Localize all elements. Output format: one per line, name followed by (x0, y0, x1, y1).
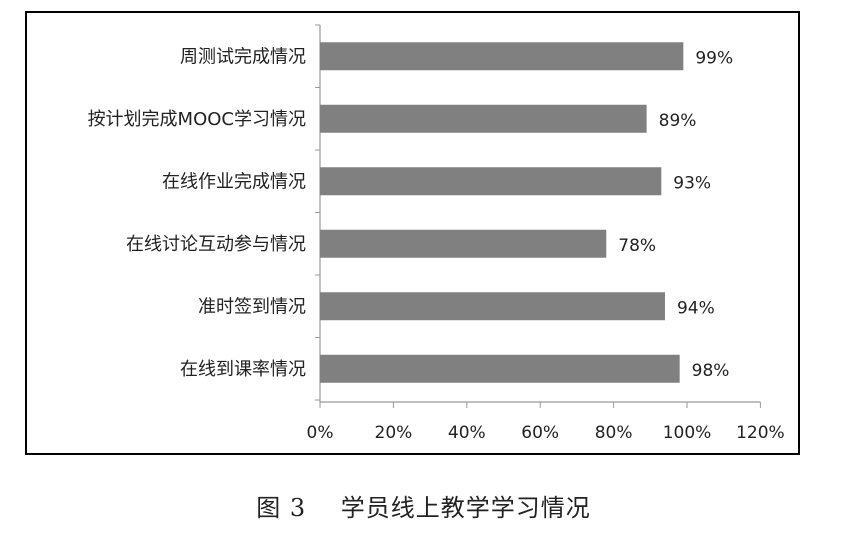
data-label: 94% (677, 298, 715, 318)
category-label: 准时签到情况 (198, 296, 306, 317)
bar-layer (320, 42, 684, 383)
data-label: 78% (618, 236, 656, 256)
bar (320, 354, 680, 383)
bar (320, 292, 665, 321)
x-tick-label: 40% (448, 423, 486, 443)
bar-chart: 0% 20% 40% 60% 80% 100% 120% 周测试完成情况 99% 按计划完成MO… (88, 24, 785, 443)
x-tick-label: 80% (595, 423, 633, 443)
chart-frame: 0% 20% 40% 60% 80% 100% 120% 周测试完成情况 99% 按计划完成MO… (25, 11, 800, 455)
category-label: 在线讨论互动参与情况 (126, 234, 306, 255)
x-tick-label: 120% (736, 423, 785, 443)
caption-gap (306, 494, 341, 522)
x-tick-label: 100% (663, 423, 712, 443)
x-tick-label: 0% (307, 423, 334, 443)
bar (320, 229, 607, 258)
bar (320, 167, 662, 196)
category-label: 周测试完成情况 (180, 46, 306, 67)
x-tick-label: 20% (375, 423, 413, 443)
bar (320, 42, 684, 71)
data-label: 89% (659, 111, 697, 131)
data-label: 93% (673, 173, 711, 193)
data-label: 98% (692, 361, 730, 381)
category-label: 按计划完成MOOC学习情况 (88, 109, 306, 130)
label-layer: 周测试完成情况 99% 按计划完成MOOC学习情况 89% 在线作业完成情况 93% 在线讨… (88, 46, 734, 381)
data-label: 99% (695, 48, 733, 68)
x-tick-label: 60% (521, 423, 559, 443)
figure-title: 学员线上教学学习情况 (340, 494, 591, 522)
category-label: 在线作业完成情况 (162, 171, 306, 192)
axis-layer: 0% 20% 40% 60% 80% 100% 120% (307, 24, 785, 443)
figure-caption: 图 3 学员线上教学学习情况 (0, 488, 847, 523)
figure-number: 图 3 (256, 494, 307, 522)
bar (320, 104, 647, 133)
category-label: 在线到课率情况 (180, 359, 306, 380)
